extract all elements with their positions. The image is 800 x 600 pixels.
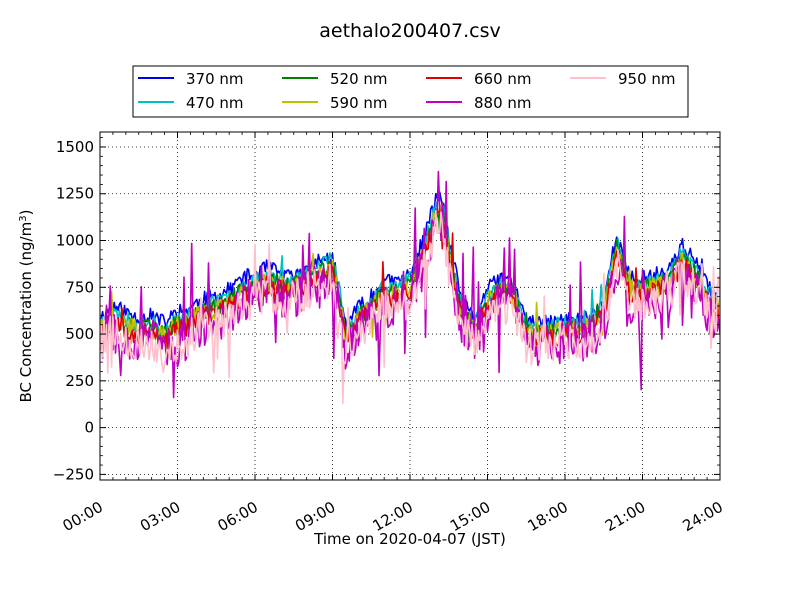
y-axis-label-sup: 3 xyxy=(18,215,29,221)
legend-box xyxy=(132,65,689,118)
y-axis-label: BC Concentration (ng/m3) xyxy=(17,210,35,403)
y-tick-label: 750 xyxy=(65,278,94,296)
y-tick-label: 250 xyxy=(65,372,94,390)
x-tick-label: 24:00 xyxy=(680,498,726,535)
legend-label: 590 nm xyxy=(330,94,388,112)
x-tick-label: 21:00 xyxy=(602,498,648,535)
y-tick-label: 1250 xyxy=(56,185,94,203)
y-tick-label: 1000 xyxy=(56,232,94,250)
series-line-660-nm xyxy=(100,210,720,349)
y-tick-label: −250 xyxy=(53,465,94,483)
x-tick-label: 06:00 xyxy=(215,498,261,535)
y-axis-label-main: BC Concentration (ng/m xyxy=(17,222,35,403)
legend-label: 520 nm xyxy=(330,70,388,88)
y-tick-label: 0 xyxy=(84,419,94,437)
legend-label: 660 nm xyxy=(474,70,532,88)
series-line-950-nm xyxy=(100,209,720,405)
legend-label: 470 nm xyxy=(186,94,244,112)
x-tick-label: 18:00 xyxy=(525,498,571,535)
x-axis-label: Time on 2020-04-07 (JST) xyxy=(313,530,506,548)
x-tick-label: 00:00 xyxy=(60,498,106,535)
chart-title: aethalo200407.csv xyxy=(319,20,501,42)
legend-label: 950 nm xyxy=(618,70,676,88)
plot-lines xyxy=(100,170,720,405)
y-tick-label: 500 xyxy=(65,325,94,343)
x-tick-label: 03:00 xyxy=(137,498,183,535)
legend-label: 880 nm xyxy=(474,94,532,112)
series-line-880-nm xyxy=(100,170,720,399)
y-axis-label-end: ) xyxy=(17,210,35,216)
legend-label: 370 nm xyxy=(186,70,244,88)
legend: 370 nm 470 nm 520 nm 590 nm 660 nm 880 nm 950 … xyxy=(132,65,689,118)
y-tick-label: 1500 xyxy=(56,138,94,156)
